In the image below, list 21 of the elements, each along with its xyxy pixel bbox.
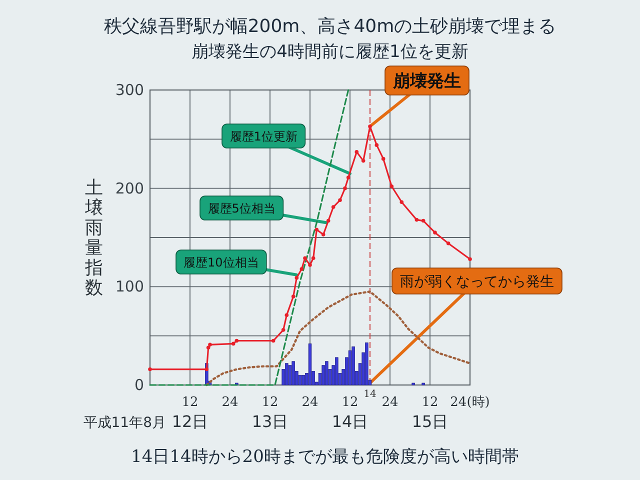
annotation: 履歴1位更新 xyxy=(230,129,298,144)
chart-subtitle: 崩壊発生の4時間前に履歴1位を更新 xyxy=(192,42,468,62)
annotation: 履歴5位相当 xyxy=(208,201,276,216)
y-axis-title: 土壌雨量指数 xyxy=(84,178,103,298)
ref-line-label: 14 xyxy=(364,389,376,400)
x-tick-label: 12 15日 xyxy=(412,395,448,431)
x-tick-label: 24 xyxy=(382,395,398,410)
x-tick-label: 24(時) xyxy=(450,395,490,410)
y-tick-label: 200 xyxy=(115,179,144,198)
text: 14日14時から20時までが最も危険度が高い時間帯 xyxy=(131,447,519,467)
chart-title: 秩父線吾野駅が幅200m、高さ40mの土砂崩壊で埋まる xyxy=(104,16,556,37)
y-tick-label: 300 xyxy=(115,81,144,99)
annotation: 雨が弱くなってから発生 xyxy=(400,274,554,290)
x-axis-title: 平成11年8月 xyxy=(83,415,166,431)
x-tick-label: 12 12日 xyxy=(172,395,208,431)
y-tick-label: 0 xyxy=(134,376,144,394)
x-tick-label: 24 xyxy=(302,395,318,410)
x-tick-label: 12 13日 xyxy=(252,395,288,431)
x-tick-label: 24 xyxy=(222,395,238,410)
annotation: 崩壊発生 xyxy=(392,72,461,92)
y-tick-label: 100 xyxy=(115,278,144,296)
